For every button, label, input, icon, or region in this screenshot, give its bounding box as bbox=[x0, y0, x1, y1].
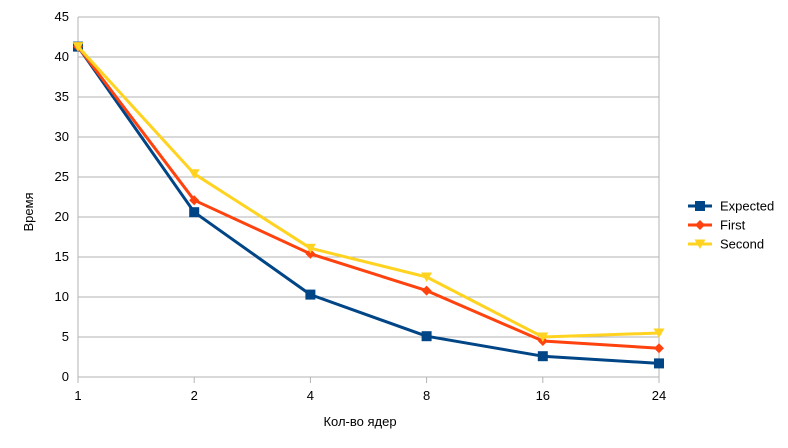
legend-item: First bbox=[688, 218, 746, 233]
y-tick-label: 35 bbox=[55, 89, 69, 104]
x-axis-title: Кол-во ядер bbox=[323, 414, 396, 429]
y-tick-label: 15 bbox=[55, 249, 69, 264]
series-first bbox=[73, 41, 664, 354]
legend-label: Second bbox=[720, 237, 764, 252]
data-point bbox=[305, 289, 316, 300]
x-tick-label: 1 bbox=[74, 388, 81, 403]
x-tick-label: 16 bbox=[536, 388, 550, 403]
y-tick-label: 30 bbox=[55, 129, 69, 144]
y-tick-label: 10 bbox=[55, 289, 69, 304]
series-line bbox=[76, 45, 660, 339]
data-point bbox=[654, 358, 664, 369]
legend-marker bbox=[695, 220, 705, 230]
series-line bbox=[76, 45, 660, 365]
series-second bbox=[72, 42, 665, 342]
y-axis-title: Время bbox=[21, 192, 36, 231]
grid-lines bbox=[77, 16, 660, 378]
data-point bbox=[305, 248, 316, 259]
y-tick-label: 40 bbox=[55, 49, 69, 64]
x-tick-labels: 1 2 4 8 16 24 bbox=[74, 377, 666, 403]
data-point bbox=[189, 207, 200, 218]
y-tick-label: 25 bbox=[55, 169, 69, 184]
y-tick-label: 20 bbox=[55, 209, 69, 224]
data-point bbox=[653, 328, 665, 338]
legend: Expected First Second bbox=[688, 199, 774, 252]
y-tick-label: 0 bbox=[62, 369, 69, 384]
legend-label: First bbox=[720, 218, 746, 233]
series-lines bbox=[72, 41, 665, 369]
series-expected bbox=[73, 41, 664, 369]
data-point bbox=[537, 332, 549, 342]
data-point bbox=[537, 351, 548, 362]
data-point bbox=[189, 195, 200, 206]
y-tick-label: 45 bbox=[55, 9, 69, 24]
legend-marker bbox=[695, 201, 705, 211]
x-tick-label: 2 bbox=[191, 388, 198, 403]
data-point bbox=[188, 169, 200, 179]
data-point bbox=[421, 272, 433, 282]
y-tick-label: 5 bbox=[62, 329, 69, 344]
data-point bbox=[654, 343, 664, 354]
x-tick-label: 4 bbox=[307, 388, 314, 403]
data-point bbox=[421, 285, 432, 296]
series-line bbox=[76, 45, 660, 350]
legend-label: Expected bbox=[720, 199, 774, 214]
x-tick-label: 24 bbox=[652, 388, 666, 403]
y-tick-labels: 0 5 10 15 20 25 30 35 40 45 bbox=[55, 9, 69, 384]
x-tick-label: 8 bbox=[423, 388, 430, 403]
data-point bbox=[421, 331, 432, 342]
legend-item: Second bbox=[688, 237, 764, 252]
legend-marker bbox=[694, 239, 706, 249]
legend-item: Expected bbox=[688, 199, 774, 214]
data-point bbox=[72, 42, 84, 52]
data-point bbox=[304, 243, 316, 254]
